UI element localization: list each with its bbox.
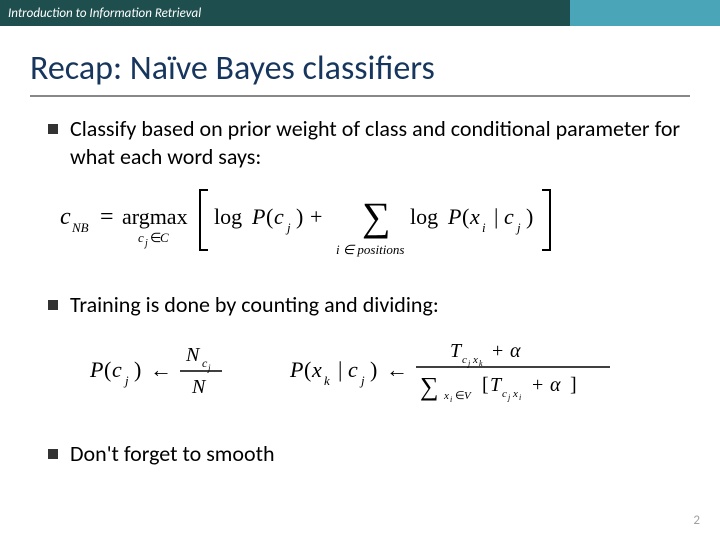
- svg-text:+: +: [310, 204, 322, 229]
- svg-text:x: x: [512, 388, 518, 400]
- svg-text:c: c: [348, 357, 358, 382]
- course-title: Introduction to Information Retrieval: [0, 6, 201, 21]
- svg-text:c: c: [112, 357, 122, 382]
- svg-text:←: ←: [386, 357, 408, 382]
- svg-text:k: k: [324, 373, 330, 388]
- svg-text:|: |: [338, 357, 342, 382]
- svg-text:P: P: [447, 204, 461, 229]
- header-bar: Introduction to Information Retrieval: [0, 0, 720, 26]
- svg-text:argmax: argmax: [122, 204, 188, 229]
- svg-text:j: j: [359, 373, 365, 388]
- svg-text:P: P: [289, 357, 303, 382]
- svg-text:(: (: [304, 357, 311, 382]
- svg-text:log: log: [214, 204, 242, 229]
- svg-text:NB: NB: [71, 220, 89, 235]
- svg-text:c: c: [274, 204, 284, 229]
- svg-text:(: (: [462, 204, 469, 229]
- svg-text:]: ]: [570, 374, 577, 396]
- slide-content: Classify based on prior weight of class …: [0, 97, 720, 467]
- formula-classify: c NB = argmax c j ∈ C log P ( c j ) + ∑ …: [30, 184, 690, 267]
- svg-text:log: log: [410, 204, 438, 229]
- svg-text:α: α: [550, 374, 561, 396]
- bullet-marker: [48, 449, 58, 459]
- svg-text:j: j: [507, 393, 511, 402]
- svg-text:V: V: [464, 390, 472, 402]
- svg-text:i: i: [519, 393, 521, 402]
- slide-title: Recap: Naïve Bayes classifiers: [0, 26, 720, 95]
- bullet-marker: [48, 300, 58, 310]
- svg-text:+: +: [492, 340, 503, 362]
- svg-text:N: N: [191, 376, 207, 398]
- svg-text:=: =: [100, 204, 114, 230]
- svg-text:): ): [526, 204, 533, 229]
- bullet-1: Classify based on prior weight of class …: [48, 115, 690, 170]
- svg-text:x: x: [311, 357, 322, 382]
- bullet-marker: [48, 124, 58, 134]
- svg-text:P: P: [89, 357, 103, 382]
- svg-text:c: c: [462, 354, 467, 366]
- svg-text:C: C: [160, 230, 169, 245]
- svg-text:j: j: [515, 220, 521, 235]
- formula-training: P ( c j ) ← N c j N P ( x k | c j ): [30, 333, 690, 416]
- svg-text:P: P: [251, 204, 265, 229]
- svg-text:x: x: [469, 204, 480, 229]
- svg-text:+: +: [532, 374, 543, 396]
- svg-text:x: x: [472, 354, 478, 366]
- svg-text:(: (: [104, 357, 111, 382]
- svg-text:N: N: [185, 344, 201, 366]
- bullet-1-text: Classify based on prior weight of class …: [70, 115, 690, 170]
- svg-text:c: c: [504, 204, 514, 229]
- svg-text:x: x: [443, 390, 449, 402]
- svg-text:i: i: [482, 220, 486, 235]
- svg-text:i ∈ positions: i ∈ positions: [336, 242, 404, 257]
- bullet-2: Training is done by counting and dividin…: [48, 291, 690, 319]
- svg-text:←: ←: [150, 357, 172, 382]
- svg-text:i: i: [450, 395, 452, 404]
- header-accent-block: [570, 0, 720, 26]
- svg-text:j: j: [123, 373, 129, 388]
- svg-text:[: [: [482, 374, 489, 396]
- svg-text:(: (: [266, 204, 273, 229]
- svg-text:c: c: [502, 388, 507, 400]
- svg-text:|: |: [494, 204, 498, 229]
- svg-text:): ): [134, 357, 141, 382]
- page-number: 2: [693, 513, 700, 528]
- svg-text:): ): [370, 357, 377, 382]
- svg-text:): ): [296, 204, 303, 229]
- bullet-3: Don't forget to smooth: [48, 440, 690, 468]
- bullet-2-text: Training is done by counting and dividin…: [70, 291, 439, 319]
- svg-text:∑: ∑: [362, 194, 391, 239]
- svg-text:c: c: [138, 230, 144, 245]
- bullet-3-text: Don't forget to smooth: [70, 440, 275, 468]
- svg-text:c: c: [60, 204, 71, 230]
- svg-text:α: α: [510, 340, 521, 362]
- svg-text:∑: ∑: [420, 372, 439, 401]
- svg-text:j: j: [285, 220, 291, 235]
